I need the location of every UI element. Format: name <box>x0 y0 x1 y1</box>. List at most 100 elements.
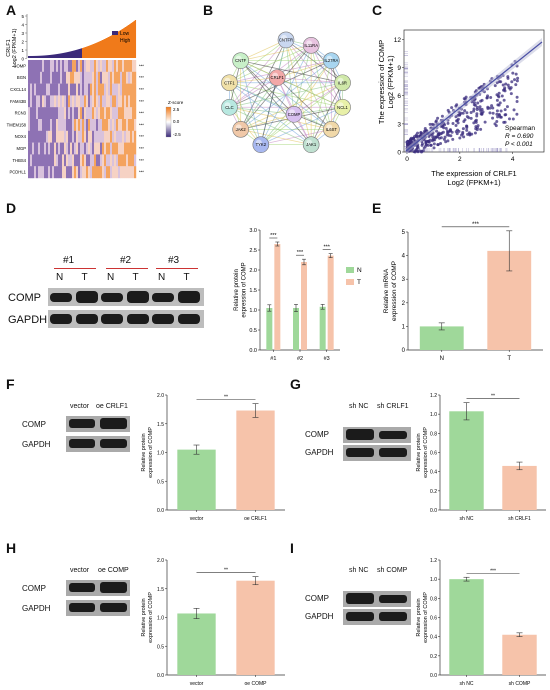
heatmap-cell <box>78 71 81 84</box>
network-node: CTF1 <box>221 74 238 92</box>
expression-bar <box>83 47 85 58</box>
chart-h: 0.0 0.5 1.0 1.5 2.0 Relative protein expressio… <box>141 558 285 687</box>
scatter-point <box>497 91 501 95</box>
scatter-point <box>476 101 480 105</box>
heatmap-cell <box>128 130 131 143</box>
expression-bar <box>122 28 124 58</box>
comp-band <box>75 291 98 303</box>
y-tick-label: 1.0 <box>157 451 164 457</box>
scatter-point <box>469 116 473 120</box>
heatmap-cell <box>108 95 111 108</box>
expression-bar <box>135 20 137 58</box>
heatmap-cell <box>68 83 71 96</box>
heatmap-cell <box>56 142 59 155</box>
gapdh-band <box>126 314 149 324</box>
heatmap-cell <box>110 71 113 84</box>
heatmap-cell <box>36 107 39 120</box>
heatmap-cell <box>96 60 99 72</box>
network-edge <box>277 60 332 79</box>
heatmap-cell <box>76 83 79 96</box>
heatmap-cell <box>104 119 107 131</box>
group-line-1 <box>54 268 96 269</box>
y-tick-label: 0.0 <box>157 673 164 679</box>
heatmap-cell <box>42 166 45 179</box>
expression-bar <box>89 45 91 58</box>
i-lane-1: sh NC <box>349 567 369 574</box>
comp-band <box>101 292 123 302</box>
heatmap-cell <box>42 107 45 120</box>
heatmap-cell <box>120 60 123 72</box>
expression-bar <box>51 54 53 58</box>
expression-bar <box>86 46 88 58</box>
y-axis-label: expression of COMP <box>148 592 154 643</box>
gene-label: FAM43B <box>10 99 26 104</box>
heatmap-cell <box>74 60 77 72</box>
scatter-point <box>454 130 458 134</box>
heatmap-cell <box>88 130 91 143</box>
heatmap-cell <box>106 142 109 155</box>
expression-bar <box>113 34 115 58</box>
scatter-point <box>455 119 459 123</box>
heatmap-cell <box>124 60 127 72</box>
heatmap-cell <box>124 130 127 143</box>
heatmap-cell <box>90 71 93 84</box>
heatmap-cell <box>50 119 53 131</box>
heatmap-cell <box>30 107 33 120</box>
heatmap-cell <box>122 83 125 96</box>
x-tick-label: oe CRLF1 <box>244 516 267 522</box>
expression-bar <box>34 55 36 58</box>
scatter-point <box>506 83 510 87</box>
heatmap-cell <box>54 71 57 84</box>
heatmap-cell <box>70 130 73 143</box>
i-lane-2: sh COMP <box>377 567 408 574</box>
heatmap-cell <box>130 95 133 108</box>
expression-bar <box>104 39 106 58</box>
heatmap-cell <box>130 130 133 143</box>
panel-label-h: H <box>6 540 17 556</box>
network-node-label: CTF1 <box>224 80 235 85</box>
heatmap-cell <box>30 154 33 167</box>
expression-bar <box>65 52 67 58</box>
y-tick-label: 1.2 <box>430 393 437 399</box>
heatmap-cell <box>82 107 85 120</box>
heatmap-cell <box>130 119 133 131</box>
heatmap-cell <box>52 107 55 120</box>
heatmap-cell <box>102 83 105 96</box>
heatmap-cell <box>80 130 83 143</box>
heatmap-cell <box>104 154 107 167</box>
expression-bar <box>100 40 102 58</box>
heatmap-cell <box>90 130 93 143</box>
heatmap-cell <box>102 154 105 167</box>
scatter-point <box>479 99 483 103</box>
y-axis-label: Relative protein <box>141 598 147 636</box>
scatter-point <box>456 113 460 117</box>
heatmap-cell <box>128 119 131 131</box>
heatmap-cell <box>114 130 117 143</box>
heatmap-cell <box>70 119 73 131</box>
heatmap-cell <box>126 142 129 155</box>
panel-c-ytick: 0 <box>397 150 401 157</box>
expression-bar <box>94 43 96 58</box>
heatmap-cell <box>92 154 95 167</box>
heatmap-cell <box>58 119 61 131</box>
scatter-point <box>472 109 476 113</box>
bar <box>301 262 307 350</box>
scatter-point <box>480 112 484 116</box>
heatmap-cell <box>42 60 45 72</box>
heatmap-cell <box>60 71 63 84</box>
panel-a-expression-bars <box>28 20 137 59</box>
y-axis-label: expression of COMP <box>148 427 154 478</box>
panel-c-xtick: 4 <box>511 156 515 163</box>
expression-bar <box>79 48 81 58</box>
heatmap-cell <box>84 60 87 72</box>
heatmap-cell <box>102 130 105 143</box>
heatmap-cell <box>102 166 105 179</box>
expression-bar <box>72 50 74 58</box>
y-tick-label: 1.5 <box>157 587 164 593</box>
heatmap-cell <box>86 166 89 179</box>
heatmap-cell <box>62 107 65 120</box>
heatmap-cell <box>50 154 53 167</box>
heatmap-cell <box>112 166 115 179</box>
legend-swatch <box>346 267 354 273</box>
network-edge <box>229 44 312 84</box>
